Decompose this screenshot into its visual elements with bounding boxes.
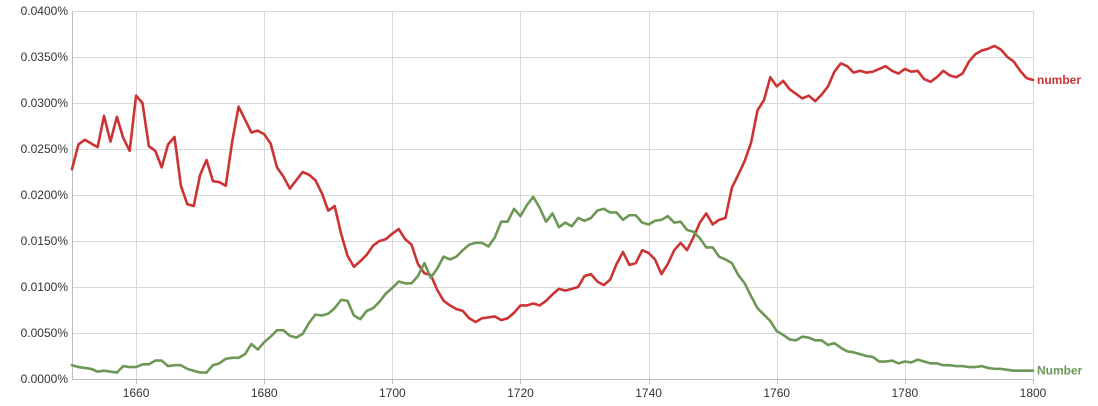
series-lines	[70, 44, 1035, 374]
x-tick-label: 1680	[251, 386, 278, 400]
x-tick-label: 1660	[123, 386, 150, 400]
series-labels: number Number	[1037, 73, 1083, 378]
y-tick-label: 0.0300%	[21, 96, 69, 110]
y-tick-label: 0.0100%	[21, 280, 69, 294]
x-tick-label: 1740	[635, 386, 662, 400]
x-tick-label: 1800	[1020, 386, 1047, 400]
y-tick-label: 0.0350%	[21, 50, 69, 64]
series-line-number[interactable]	[70, 195, 1035, 374]
y-tick-label: 0.0400%	[21, 4, 69, 18]
x-axis-tick-labels: 1660 1680 1700 1720 1740 1760 1780 1800	[123, 386, 1047, 400]
grid	[72, 11, 1034, 379]
series-line-number[interactable]	[70, 44, 1035, 324]
x-tick-label: 1700	[379, 386, 406, 400]
x-tick-label: 1720	[507, 386, 534, 400]
series-label-number: Number	[1037, 364, 1083, 378]
y-tick-label: 0.0250%	[21, 142, 69, 156]
axes	[72, 11, 1034, 384]
x-tick-label: 1760	[763, 386, 790, 400]
y-tick-label: 0.0150%	[21, 234, 69, 248]
x-tick-label: 1780	[892, 386, 919, 400]
y-axis-tick-labels: 0.0000% 0.0050% 0.0100% 0.0150% 0.0200% 0.025…	[21, 4, 69, 386]
series-label-number: number	[1037, 73, 1081, 87]
y-tick-label: 0.0000%	[21, 372, 69, 386]
y-tick-label: 0.0050%	[21, 326, 69, 340]
y-tick-label: 0.0200%	[21, 188, 69, 202]
